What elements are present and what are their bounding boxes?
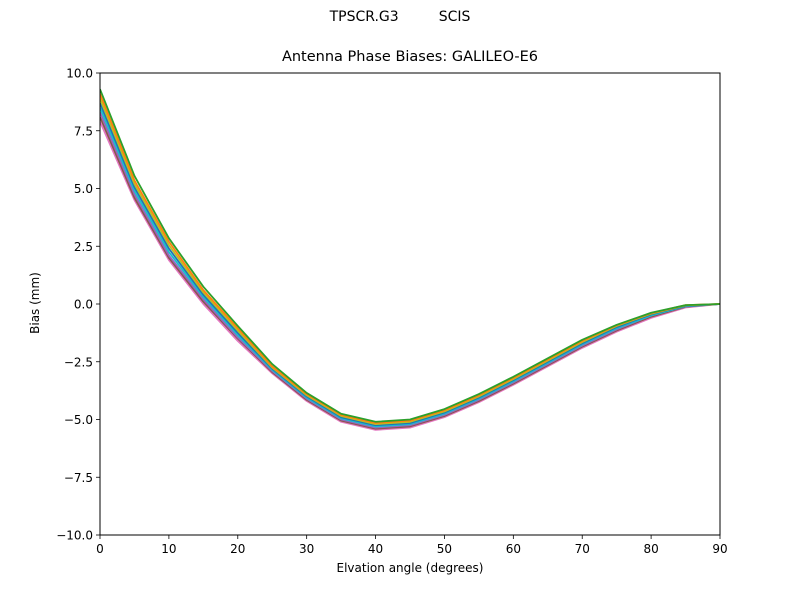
y-tick-label: 5.0 bbox=[74, 182, 93, 196]
suptitle-station: TPSCR.G3 bbox=[329, 9, 399, 25]
series-line-s7 bbox=[100, 93, 720, 424]
y-tick-label: 0.0 bbox=[74, 298, 93, 312]
x-tick-label: 80 bbox=[643, 542, 658, 556]
series-line-s4 bbox=[100, 107, 720, 428]
x-tick-label: 90 bbox=[712, 542, 727, 556]
series-line-s6 bbox=[100, 98, 720, 426]
x-tick-label: 60 bbox=[506, 542, 521, 556]
y-tick-label: 7.5 bbox=[74, 124, 93, 138]
figure-suptitle: TPSCR.G3 SCIS bbox=[0, 9, 800, 25]
y-tick-label: −10.0 bbox=[56, 529, 93, 543]
y-tick-label: −7.5 bbox=[64, 471, 93, 485]
y-tick-label: 10.0 bbox=[66, 67, 93, 81]
x-tick-label: 40 bbox=[368, 542, 383, 556]
x-tick-label: 10 bbox=[161, 542, 176, 556]
x-tick-label: 50 bbox=[437, 542, 452, 556]
suptitle-antenna: SCIS bbox=[438, 9, 471, 25]
x-tick-label: 30 bbox=[299, 542, 314, 556]
y-axis-label: Bias (mm) bbox=[28, 272, 42, 334]
x-tick-label: 0 bbox=[96, 542, 104, 556]
x-tick-label: 70 bbox=[575, 542, 590, 556]
series-line-s3 bbox=[100, 111, 720, 429]
y-tick-label: −5.0 bbox=[64, 413, 93, 427]
series-line-s2 bbox=[100, 116, 720, 430]
series-line-s1 bbox=[100, 121, 720, 431]
x-tick-label: 20 bbox=[230, 542, 245, 556]
y-tick-label: 2.5 bbox=[74, 240, 93, 254]
series-line-s8 bbox=[100, 88, 720, 423]
y-tick-label: −2.5 bbox=[64, 355, 93, 369]
series-group bbox=[100, 88, 720, 431]
axes-frame bbox=[99, 72, 721, 536]
x-axis-label: Elvation angle (degrees) bbox=[336, 561, 484, 575]
series-line-s5 bbox=[100, 102, 720, 427]
chart-title: Antenna Phase Biases: GALILEO-E6 bbox=[281, 49, 539, 65]
